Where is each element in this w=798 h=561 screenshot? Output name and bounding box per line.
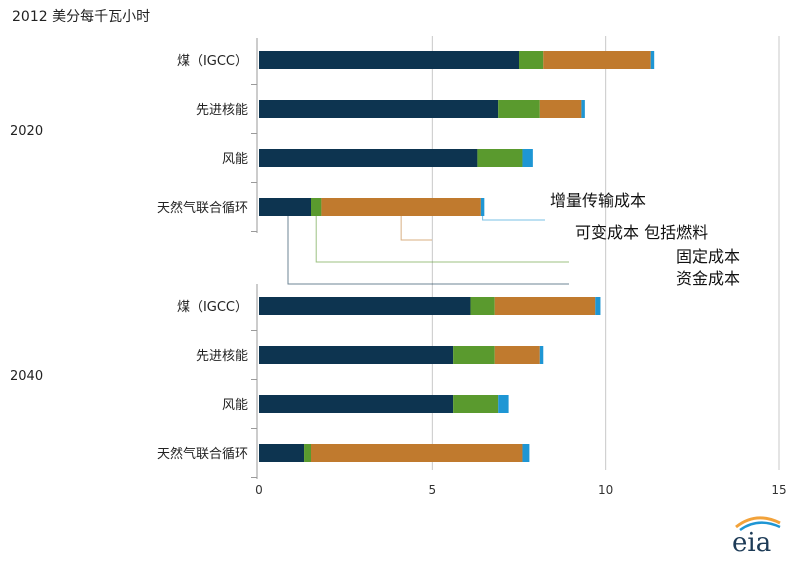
- year-label: 2040: [10, 369, 43, 384]
- bar-segment: [259, 100, 499, 118]
- bar-segment: [453, 346, 495, 364]
- bar-segment: [321, 198, 481, 216]
- category-label: 煤（IGCC）: [177, 54, 248, 69]
- bar-segment: [539, 346, 544, 364]
- x-tick-label: 5: [429, 483, 437, 497]
- bar-segment: [539, 100, 582, 118]
- bar-segment: [311, 198, 322, 216]
- annotation-label: 资金成本: [676, 269, 740, 288]
- category-label: 先进核能: [196, 103, 248, 118]
- x-tick-label: 10: [598, 483, 613, 497]
- bar-segment: [259, 149, 478, 167]
- category-label: 天然气联合循环: [157, 446, 248, 462]
- category-label: 风能: [222, 398, 248, 413]
- unit-label: 2012 美分每千瓦小时: [12, 9, 151, 25]
- bar-segment: [595, 297, 601, 315]
- bar-segment: [453, 395, 499, 413]
- bar-segment: [477, 149, 523, 167]
- bar-segment: [259, 395, 454, 413]
- bar-segment: [470, 297, 495, 315]
- annotation-leader: [400, 216, 432, 241]
- annotation-label: 增量传输成本: [550, 191, 646, 210]
- bar-segment: [480, 198, 485, 216]
- bar-segment: [304, 444, 311, 462]
- bar-segment: [650, 51, 655, 69]
- category-label: 风能: [222, 152, 248, 167]
- bar-segment: [498, 395, 509, 413]
- annotation-label: 可变成本 包括燃料: [575, 223, 708, 242]
- bar-segment: [259, 444, 305, 462]
- bar-segment: [519, 51, 544, 69]
- annotation-leader: [482, 216, 545, 221]
- bar-segment: [259, 51, 519, 69]
- bar-segment: [259, 198, 311, 216]
- annotation-label: 固定成本: [676, 247, 740, 266]
- category-label: 煤（IGCC）: [177, 300, 248, 315]
- eia-logo: eia: [732, 516, 781, 555]
- category-label: 天然气联合循环: [157, 200, 248, 216]
- bar-segment: [543, 51, 651, 69]
- x-tick-label: 0: [255, 483, 263, 497]
- bar-segment: [498, 100, 540, 118]
- annotation-leader: [315, 216, 569, 263]
- bar-segment: [494, 297, 596, 315]
- category-axis: [251, 38, 258, 479]
- labels: 0 5 10 152020煤（IGCC）先进核能风能天然气联合循环2040煤（IGCC…: [10, 54, 787, 497]
- category-label: 先进核能: [196, 349, 248, 364]
- bar-segment: [259, 346, 454, 364]
- year-label: 2020: [10, 124, 43, 139]
- bars: [259, 51, 655, 462]
- bar-segment: [311, 444, 523, 462]
- bar-segment: [522, 444, 530, 462]
- x-tick-label: 15: [771, 483, 786, 497]
- bar-segment: [522, 149, 533, 167]
- bar-segment: [581, 100, 585, 118]
- bar-segment: [259, 297, 471, 315]
- bar-segment: [494, 346, 540, 364]
- annotation-leader: [287, 216, 569, 285]
- logo-text: eia: [732, 528, 771, 555]
